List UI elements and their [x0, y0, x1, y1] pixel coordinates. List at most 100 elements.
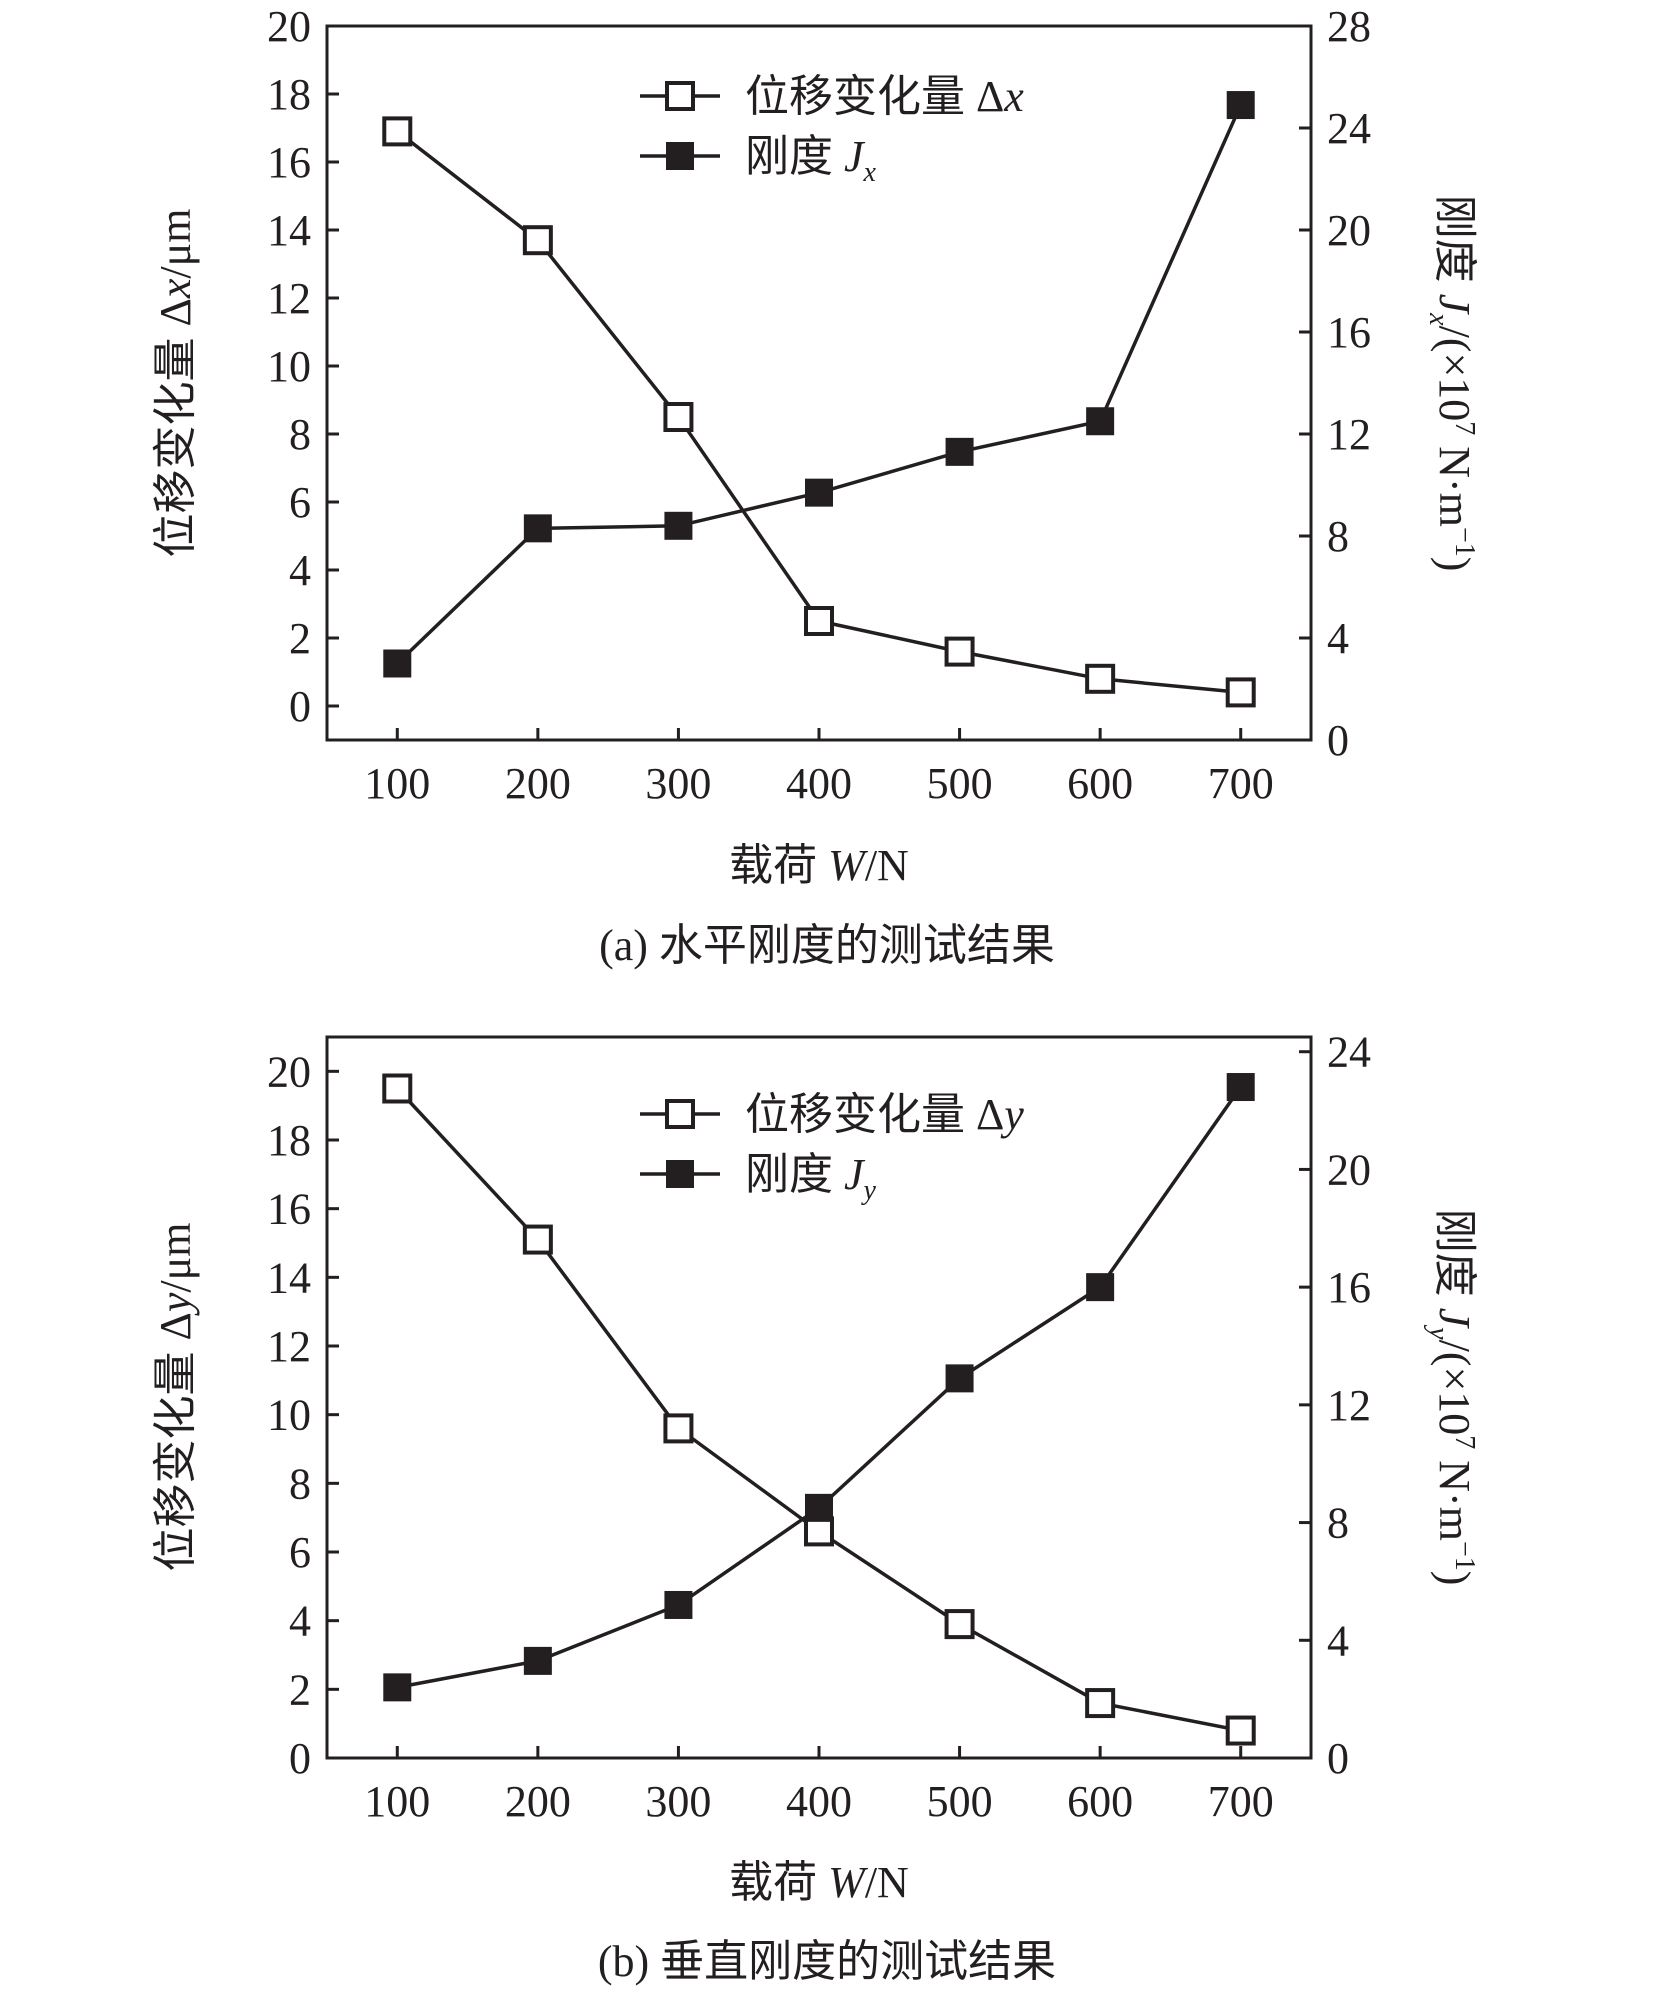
y-left-tick-label: 12: [267, 274, 311, 323]
y-right-tick-label: 4: [1327, 614, 1349, 663]
data-point-stiffness: [1226, 1073, 1255, 1102]
series-line-stiffness: [396, 104, 1243, 665]
x-axis-label: 载荷 W/N: [729, 841, 909, 890]
data-point-displacement: [382, 116, 413, 147]
y-right-tick-label: 0: [1327, 716, 1349, 765]
data-point-displacement: [1085, 663, 1116, 694]
x-tick-label: 100: [364, 1777, 430, 1826]
data-point-displacement: [804, 1516, 834, 1547]
y-right-tick-label: 8: [1327, 512, 1349, 561]
data-point-displacement: [1225, 677, 1256, 708]
y-left-tick-label: 16: [267, 138, 311, 187]
x-tick-label: 600: [1067, 759, 1133, 808]
data-point-stiffness: [805, 478, 833, 507]
x-tick-label: 400: [786, 759, 852, 808]
y-right-tick-label: 0: [1327, 1734, 1349, 1783]
x-tick-label: 500: [927, 1777, 993, 1826]
data-point-stiffness: [1226, 91, 1255, 120]
data-point-displacement: [804, 606, 834, 636]
legend-label: 刚度 Jx: [745, 132, 877, 188]
y-left-tick-label: 0: [289, 682, 311, 731]
legend-marker: [665, 1099, 695, 1129]
caption-a: (a) 水平刚度的测试结果: [599, 921, 1055, 970]
data-point-displacement: [944, 636, 975, 667]
y-right-tick-label: 20: [1327, 1145, 1371, 1194]
y-right-tick-label: 4: [1327, 1616, 1349, 1665]
x-tick-label: 300: [645, 1777, 711, 1826]
y-right-tick-label: 12: [1327, 410, 1371, 459]
y-left-tick-label: 12: [267, 1322, 311, 1371]
y-right-tick-label: 16: [1327, 1263, 1371, 1312]
y-left-tick-label: 18: [267, 70, 311, 119]
y-left-tick-label: 4: [289, 546, 311, 595]
x-tick-label: 100: [364, 759, 430, 808]
y-right-tick-label: 28: [1327, 2, 1371, 51]
x-tick-label: 700: [1208, 1777, 1274, 1826]
data-point-displacement: [1085, 1688, 1116, 1719]
y-left-tick-label: 4: [289, 1597, 311, 1646]
data-point-stiffness: [1086, 1273, 1115, 1302]
x-axis-label: 载荷 W/N: [729, 1858, 909, 1907]
x-tick-label: 500: [927, 759, 993, 808]
x-tick-label: 200: [505, 759, 571, 808]
x-tick-label: 400: [786, 1777, 852, 1826]
legend-label: 位移变化量 Δy: [745, 1090, 1024, 1139]
legend-marker: [666, 142, 694, 170]
data-point-stiffness: [805, 1493, 833, 1522]
y-left-tick-label: 18: [267, 1116, 311, 1165]
y-left-tick-label: 10: [267, 342, 311, 391]
data-point-stiffness: [383, 1673, 412, 1702]
data-point-stiffness: [1086, 407, 1115, 436]
y-left-tick-label: 6: [289, 478, 311, 527]
chart-panel-a: 100 200 300 400 500 600 7000246810121416182004…: [151, 2, 1480, 970]
data-point-displacement: [522, 1224, 553, 1255]
y-right-tick-label: 24: [1327, 104, 1371, 153]
y-left-tick-label: 14: [267, 1253, 311, 1302]
chart-panel-b: 100 200 300 400 500 600 7000246810121416182004…: [151, 1028, 1480, 1986]
data-point-displacement: [944, 1609, 975, 1640]
data-point-displacement: [663, 1413, 694, 1444]
data-point-stiffness: [664, 511, 693, 540]
data-point-stiffness: [664, 1590, 693, 1619]
y-right-tick-label: 20: [1327, 206, 1371, 255]
y-left-tick-label: 6: [289, 1528, 311, 1577]
y-right-tick-label: 12: [1327, 1381, 1371, 1430]
x-tick-label: 600: [1067, 1777, 1133, 1826]
y-right-tick-label: 24: [1327, 1028, 1371, 1077]
y-right-axis-label: 刚度 Jx/(×107 N·m−1): [1423, 195, 1480, 572]
y-left-tick-label: 2: [289, 1665, 311, 1714]
y-left-tick-label: 20: [267, 1047, 311, 1096]
plot-frame: [325, 1035, 1313, 1760]
y-left-tick-label: 10: [267, 1391, 311, 1440]
y-right-axis-label: 刚度 Jy/(×107 N·m−1): [1423, 1209, 1480, 1586]
y-left-axis-label: 位移变化量 Δx/μm: [151, 209, 200, 558]
data-point-stiffness: [523, 1646, 552, 1675]
legend-label: 位移变化量 Δx: [745, 72, 1024, 121]
y-left-tick-label: 2: [289, 614, 311, 663]
legend-marker: [665, 81, 695, 111]
caption-b: (b) 垂直刚度的测试结果: [598, 1937, 1056, 1986]
data-point-stiffness: [945, 1364, 974, 1393]
x-tick-label: 300: [645, 759, 711, 808]
x-tick-label: 200: [505, 1777, 571, 1826]
data-point-stiffness: [383, 649, 412, 678]
x-tick-label: 700: [1208, 759, 1274, 808]
y-right-tick-label: 8: [1327, 1499, 1349, 1548]
y-left-tick-label: 8: [289, 410, 311, 459]
data-point-displacement: [1225, 1715, 1256, 1746]
y-left-axis-label: 位移变化量 Δy/μm: [151, 1223, 200, 1572]
y-left-tick-label: 0: [289, 1734, 311, 1783]
legend-marker: [666, 1160, 694, 1188]
data-point-displacement: [663, 402, 694, 432]
y-left-tick-label: 16: [267, 1185, 311, 1234]
y-right-tick-label: 16: [1327, 308, 1371, 357]
y-left-tick-label: 20: [267, 2, 311, 51]
data-point-stiffness: [945, 437, 974, 466]
data-point-stiffness: [523, 514, 552, 543]
data-point-displacement: [522, 225, 553, 256]
y-left-tick-label: 14: [267, 206, 311, 255]
data-point-displacement: [382, 1073, 413, 1104]
legend-label: 刚度 Jy: [745, 1150, 877, 1206]
y-left-tick-label: 8: [289, 1459, 311, 1508]
